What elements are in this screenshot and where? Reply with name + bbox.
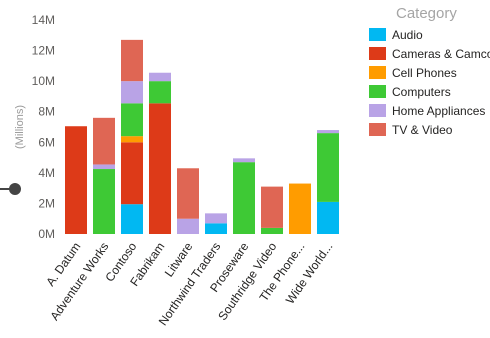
bar-segment bbox=[93, 169, 115, 234]
bar-segment bbox=[317, 130, 339, 134]
legend-item[interactable]: Cameras & Camcorders bbox=[369, 44, 490, 63]
legend-swatch bbox=[369, 47, 386, 60]
bar-segment bbox=[121, 136, 143, 143]
y-tick-label: 10M bbox=[32, 74, 55, 88]
legend-item[interactable]: Home Appliances bbox=[369, 101, 490, 120]
legend-swatch bbox=[369, 123, 386, 136]
legend-swatch bbox=[369, 104, 386, 117]
bar-segment bbox=[65, 126, 87, 234]
bar-segment bbox=[289, 183, 311, 234]
y-tick-label: 4M bbox=[38, 166, 55, 180]
legend-label: Home Appliances bbox=[392, 103, 486, 118]
legend-item[interactable]: Audio bbox=[369, 25, 490, 44]
bar-segment bbox=[233, 162, 255, 234]
y-tick-label: 0M bbox=[38, 227, 55, 241]
bar-segment bbox=[177, 218, 199, 234]
bar-segment bbox=[261, 227, 283, 234]
bar-segment bbox=[149, 72, 171, 82]
legend-item[interactable]: Computers bbox=[369, 82, 490, 101]
bar-segment bbox=[177, 168, 199, 219]
legend-label: Audio bbox=[392, 27, 423, 42]
legend-item[interactable]: Cell Phones bbox=[369, 63, 490, 82]
legend-items: Audio Cameras & Camcorders Cell Phones Comp… bbox=[369, 25, 490, 139]
bar-segment bbox=[205, 223, 227, 234]
legend-label: Cameras & Camcorders bbox=[392, 46, 490, 61]
y-tick-label: 6M bbox=[38, 135, 55, 149]
bar-segment bbox=[149, 103, 171, 234]
legend-swatch bbox=[369, 85, 386, 98]
legend-title: Category bbox=[396, 5, 457, 22]
y-axis-title: (Millions) bbox=[14, 105, 26, 149]
y-tick-label: 12M bbox=[32, 44, 55, 58]
y-tick-label: 8M bbox=[38, 105, 55, 119]
y-tick-label: 2M bbox=[38, 196, 55, 210]
bar-segment bbox=[121, 103, 143, 137]
bar-segment bbox=[93, 164, 115, 170]
bar-segment bbox=[149, 81, 171, 104]
legend: Category Audio Cameras & Camcorders Cell P… bbox=[369, 5, 490, 139]
bar-segment bbox=[205, 213, 227, 224]
bar-segment bbox=[121, 39, 143, 82]
resize-handle-icon bbox=[9, 183, 21, 195]
bar-segment bbox=[93, 117, 115, 165]
legend-label: Cell Phones bbox=[392, 65, 457, 80]
legend-label: Computers bbox=[392, 84, 451, 99]
bar-segment bbox=[317, 201, 339, 234]
bar-segment bbox=[121, 204, 143, 234]
legend-swatch bbox=[369, 66, 386, 79]
bar-segment bbox=[121, 142, 143, 205]
legend-item[interactable]: TV & Video bbox=[369, 120, 490, 139]
legend-swatch bbox=[369, 28, 386, 41]
bar-segment bbox=[317, 133, 339, 202]
y-tick-label: 14M bbox=[32, 13, 55, 27]
bar-segment bbox=[261, 186, 283, 228]
legend-label: TV & Video bbox=[392, 122, 453, 137]
bar-segment bbox=[233, 158, 255, 163]
bar-segment bbox=[121, 81, 143, 104]
